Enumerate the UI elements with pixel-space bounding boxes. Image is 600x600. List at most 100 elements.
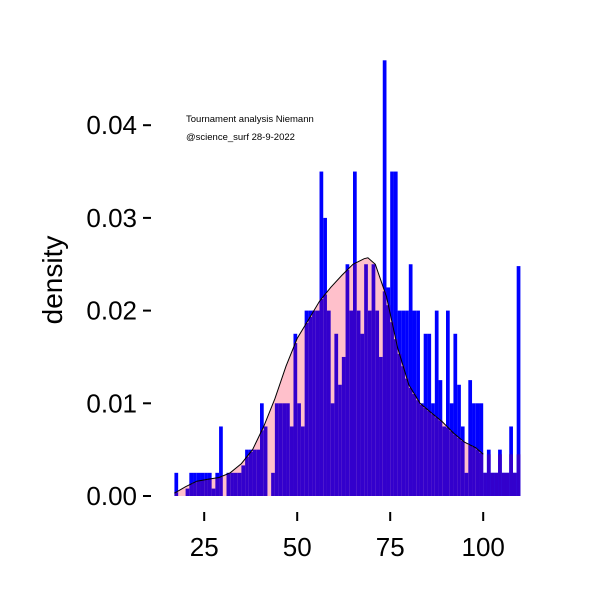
histogram-bar-overlap bbox=[289, 426, 294, 496]
histogram-bar-overlap bbox=[367, 310, 372, 496]
histogram-bar-overlap bbox=[286, 403, 290, 496]
x-tick-label: 75 bbox=[376, 532, 405, 562]
x-tick-label: 50 bbox=[283, 532, 312, 562]
histogram-bar-overlap bbox=[330, 403, 335, 496]
y-tick-label: 0.04 bbox=[86, 110, 137, 140]
histogram-bar-overlap bbox=[300, 426, 305, 496]
histogram-bar-overlap bbox=[483, 472, 487, 496]
histogram-bar-overlap bbox=[304, 322, 309, 496]
histogram-bar-overlap bbox=[419, 404, 424, 496]
histogram-bar bbox=[434, 310, 439, 496]
histogram-bar-overlap bbox=[248, 451, 253, 496]
histogram-bar-overlap bbox=[241, 465, 246, 496]
histogram-bar-overlap bbox=[446, 427, 450, 496]
histogram-bar-overlap bbox=[401, 366, 406, 496]
histogram-bar-overlap bbox=[308, 316, 313, 496]
histogram-bar-overlap bbox=[260, 430, 264, 496]
histogram-bar-overlap bbox=[505, 472, 510, 496]
histogram-bar-overlap bbox=[252, 449, 257, 496]
histogram-bar bbox=[382, 60, 387, 497]
y-tick-label: 0.02 bbox=[86, 296, 137, 326]
histogram-bar-overlap bbox=[338, 384, 342, 496]
histogram-bar-overlap bbox=[464, 472, 469, 496]
histogram-bar-overlap bbox=[326, 310, 331, 496]
histogram-bar-overlap bbox=[364, 264, 368, 496]
histogram-bar-overlap bbox=[193, 482, 197, 496]
histogram-bar-overlap bbox=[486, 454, 491, 496]
histogram-bar-overlap bbox=[319, 299, 324, 496]
histogram-bar-overlap bbox=[271, 472, 275, 496]
histogram-bar-overlap bbox=[390, 322, 394, 496]
histogram-bar-overlap bbox=[416, 400, 420, 496]
histogram-bar-overlap bbox=[245, 456, 249, 496]
histogram-bar-overlap bbox=[386, 305, 391, 496]
histogram-bar-overlap bbox=[479, 452, 484, 496]
histogram-bar-overlap bbox=[442, 426, 446, 496]
y-tick-label: 0.01 bbox=[86, 388, 137, 418]
histogram-bar-overlap bbox=[196, 480, 201, 496]
histogram-bar-overlap bbox=[501, 472, 506, 496]
y-axis-title: density bbox=[37, 236, 68, 325]
histogram-bar-overlap bbox=[353, 263, 357, 496]
histogram-bar-overlap bbox=[219, 476, 223, 496]
histogram-bar-overlap bbox=[393, 339, 398, 496]
x-tick-label: 25 bbox=[190, 532, 219, 562]
histogram-bar-overlap bbox=[516, 454, 521, 496]
histogram-bar-overlap bbox=[408, 387, 413, 496]
histogram-bar-overlap bbox=[274, 403, 279, 496]
histogram-bar-overlap bbox=[509, 454, 513, 496]
histogram-bar-overlap bbox=[379, 356, 383, 496]
histogram-bar bbox=[446, 310, 450, 496]
histogram-bar bbox=[219, 426, 223, 496]
histogram-bar-overlap bbox=[345, 269, 350, 496]
histogram-bar-overlap bbox=[427, 411, 432, 496]
histogram-bar-overlap bbox=[278, 403, 283, 496]
histogram-bar-overlap bbox=[453, 434, 458, 496]
histogram-bar-overlap bbox=[297, 403, 301, 496]
x-tick-label: 100 bbox=[462, 532, 505, 562]
histogram-bar-overlap bbox=[490, 472, 495, 496]
histogram-bar-overlap bbox=[434, 417, 439, 496]
histogram-bar-overlap bbox=[282, 403, 287, 496]
histogram-bar-overlap bbox=[405, 378, 409, 496]
histogram-bar-overlap bbox=[438, 420, 443, 496]
annotation-title: Tournament analysis Niemann bbox=[186, 114, 314, 125]
histogram-bar-overlap bbox=[211, 488, 216, 496]
histogram-bar-overlap bbox=[215, 477, 220, 496]
histogram-bar-overlap bbox=[431, 414, 435, 496]
density-curve bbox=[174, 257, 484, 494]
histogram-bar bbox=[516, 266, 521, 496]
histogram-bar-overlap bbox=[233, 472, 238, 496]
histogram-bar-overlap bbox=[189, 483, 194, 496]
histogram-bar-overlap bbox=[498, 454, 502, 496]
histogram-bar-overlap bbox=[449, 431, 454, 496]
histogram-bar-overlap bbox=[494, 472, 499, 496]
histogram-bar-overlap bbox=[293, 343, 298, 496]
histogram-bar-overlap bbox=[200, 480, 205, 496]
histogram-bar-overlap bbox=[204, 479, 208, 496]
histogram-bar-overlap bbox=[475, 449, 480, 496]
y-axis: 0.00 0.01 0.02 0.03 0.04 bbox=[86, 110, 151, 511]
histogram-bar-overlap bbox=[412, 394, 417, 496]
histogram-bar-overlap bbox=[207, 479, 212, 496]
histogram-bar-overlap bbox=[226, 473, 231, 496]
histogram-bar bbox=[393, 171, 398, 497]
histogram-bar-overlap bbox=[174, 492, 179, 496]
histogram-bar-overlap bbox=[256, 449, 260, 496]
histogram-bar-overlap bbox=[375, 310, 380, 496]
histogram-bar bbox=[174, 472, 179, 496]
histogram-bar-overlap bbox=[460, 440, 465, 496]
histogram-bar bbox=[479, 403, 484, 496]
y-tick-label: 0.00 bbox=[86, 481, 137, 511]
histogram-density-overlap bbox=[174, 263, 521, 496]
histogram-bar-overlap bbox=[371, 264, 376, 496]
histogram-bar-overlap bbox=[237, 472, 242, 496]
histogram-bar-overlap bbox=[263, 426, 268, 496]
histogram-bar bbox=[408, 264, 413, 496]
histogram-bar-overlap bbox=[457, 437, 461, 496]
histogram-bar-overlap bbox=[423, 407, 428, 496]
annotation-credit: @science_surf 28-9-2022 bbox=[186, 132, 295, 143]
histogram-bar-overlap bbox=[323, 294, 327, 496]
histogram-bar-overlap bbox=[341, 356, 346, 496]
